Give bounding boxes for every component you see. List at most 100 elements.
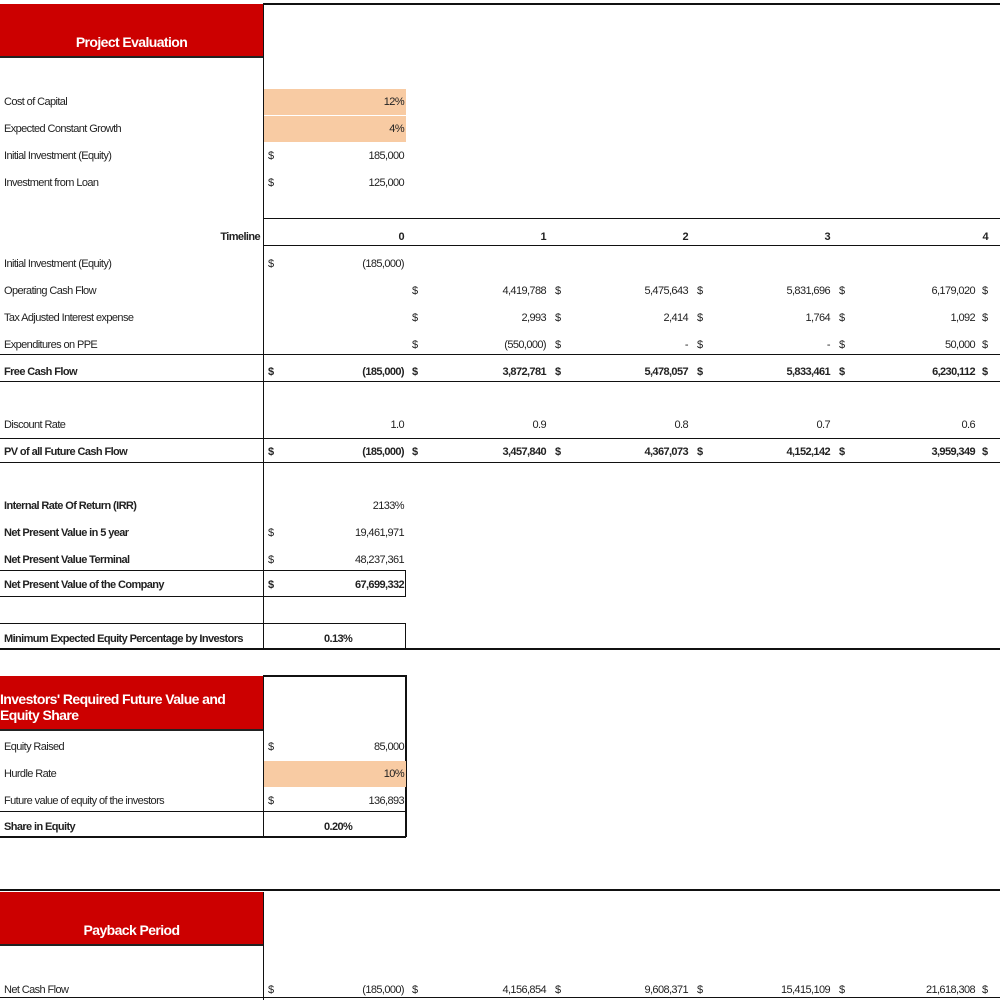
currency-sign: $ bbox=[412, 984, 418, 996]
currency-sign: $ bbox=[982, 984, 988, 996]
row-label: Net Present Value in 5 year bbox=[4, 527, 129, 539]
cell-value: 5,475,643 bbox=[644, 285, 688, 297]
currency-sign: $ bbox=[412, 446, 418, 458]
cell-value: 4,367,073 bbox=[644, 446, 688, 458]
row-label: Net Cash Flow bbox=[4, 984, 69, 996]
row-label: Expected Constant Growth bbox=[4, 123, 122, 135]
input-highlight bbox=[264, 116, 406, 142]
currency-sign: $ bbox=[555, 285, 561, 297]
cell-value: 0.6 bbox=[961, 419, 976, 431]
border bbox=[405, 623, 406, 648]
border bbox=[263, 675, 406, 677]
currency-sign: $ bbox=[412, 312, 418, 324]
cell-value: 4,152,142 bbox=[786, 446, 830, 458]
cell-value: 1,092 bbox=[950, 312, 975, 324]
cell-value: 5,831,696 bbox=[786, 285, 830, 297]
period-header: 0 bbox=[398, 231, 404, 243]
cell-value: 85,000 bbox=[373, 741, 405, 753]
cell-value: 10% bbox=[383, 768, 405, 780]
cell-value: 15,415,109 bbox=[780, 984, 831, 996]
input-highlight bbox=[264, 89, 406, 115]
row-label: Free Cash Flow bbox=[4, 366, 78, 378]
currency-sign: $ bbox=[697, 285, 703, 297]
row-label: PV of all Future Cash Flow bbox=[4, 446, 128, 458]
border bbox=[0, 836, 406, 838]
border bbox=[405, 570, 406, 596]
cell-value: 0.9 bbox=[532, 419, 547, 431]
border bbox=[405, 675, 407, 837]
currency-sign: $ bbox=[268, 366, 274, 378]
currency-sign: $ bbox=[268, 446, 274, 458]
border bbox=[263, 675, 264, 837]
cell-value: 4,156,854 bbox=[502, 984, 546, 996]
cell-value: 4,419,788 bbox=[502, 285, 546, 297]
cell-value: - bbox=[684, 339, 689, 351]
currency-sign: $ bbox=[697, 339, 703, 351]
border bbox=[0, 889, 1000, 891]
cell-value: 3,959,349 bbox=[931, 446, 975, 458]
currency-sign: $ bbox=[839, 339, 845, 351]
cell-value: (185,000) bbox=[362, 446, 404, 458]
cell-value: 0.7 bbox=[816, 419, 831, 431]
border bbox=[0, 811, 406, 812]
currency-sign: $ bbox=[555, 984, 561, 996]
border bbox=[263, 218, 1000, 219]
cell-value: 3,457,840 bbox=[502, 446, 546, 458]
row-label: Discount Rate bbox=[4, 419, 66, 431]
currency-sign: $ bbox=[839, 984, 845, 996]
period-header: 3 bbox=[824, 231, 830, 243]
currency-sign: $ bbox=[412, 285, 418, 297]
input-highlight bbox=[264, 761, 406, 787]
row-label: Future value of equity of the investors bbox=[4, 795, 165, 807]
currency-sign: $ bbox=[982, 285, 988, 297]
cell-value: 12% bbox=[383, 96, 405, 108]
cell-value: 2133% bbox=[372, 500, 405, 512]
section-header: Investors' Required Future Value and Equ… bbox=[0, 676, 263, 731]
border bbox=[0, 596, 406, 597]
border bbox=[263, 3, 1000, 5]
cell-value: 0.8 bbox=[674, 419, 689, 431]
border bbox=[0, 354, 1000, 355]
border bbox=[263, 245, 1000, 246]
currency-sign: $ bbox=[268, 741, 274, 753]
row-label: Initial Investment (Equity) bbox=[4, 258, 112, 270]
currency-sign: $ bbox=[555, 366, 561, 378]
border bbox=[0, 648, 1000, 650]
cell-value: 6,179,020 bbox=[931, 285, 975, 297]
currency-sign: $ bbox=[268, 579, 274, 591]
cell-value: 0.13% bbox=[324, 633, 353, 645]
row-label: Investment from Loan bbox=[4, 177, 99, 189]
currency-sign: $ bbox=[697, 446, 703, 458]
cell-value: 0.20% bbox=[324, 821, 353, 833]
row-label: Initial Investment (Equity) bbox=[4, 150, 112, 162]
currency-sign: $ bbox=[839, 446, 845, 458]
cell-value: 9,608,371 bbox=[644, 984, 688, 996]
cell-value: 125,000 bbox=[368, 177, 404, 189]
currency-sign: $ bbox=[982, 446, 988, 458]
currency-sign: $ bbox=[555, 339, 561, 351]
row-label: Expenditures on PPE bbox=[4, 339, 98, 351]
row-label: Net Present Value of the Company bbox=[4, 579, 165, 591]
period-header: 4 bbox=[982, 231, 988, 243]
section-header: Payback Period bbox=[0, 892, 263, 946]
row-label: Share in Equity bbox=[4, 821, 76, 833]
period-header: 2 bbox=[682, 231, 688, 243]
timeline-label: Timeline bbox=[220, 231, 260, 243]
currency-sign: $ bbox=[839, 285, 845, 297]
border bbox=[263, 892, 264, 1000]
cell-value: 4% bbox=[389, 123, 404, 135]
currency-sign: $ bbox=[412, 366, 418, 378]
border bbox=[0, 381, 1000, 382]
cell-value: 136,893 bbox=[368, 795, 404, 807]
currency-sign: $ bbox=[839, 366, 845, 378]
cell-value: - bbox=[826, 339, 831, 351]
border bbox=[263, 4, 264, 648]
row-label: Cost of Capital bbox=[4, 96, 68, 108]
cell-value: 185,000 bbox=[368, 150, 404, 162]
row-label: Minimum Expected Equity Percentage by In… bbox=[4, 633, 244, 645]
cell-value: 1,764 bbox=[805, 312, 830, 324]
currency-sign: $ bbox=[697, 312, 703, 324]
currency-sign: $ bbox=[412, 339, 418, 351]
currency-sign: $ bbox=[268, 554, 274, 566]
row-label: Internal Rate Of Return (IRR) bbox=[4, 500, 137, 512]
